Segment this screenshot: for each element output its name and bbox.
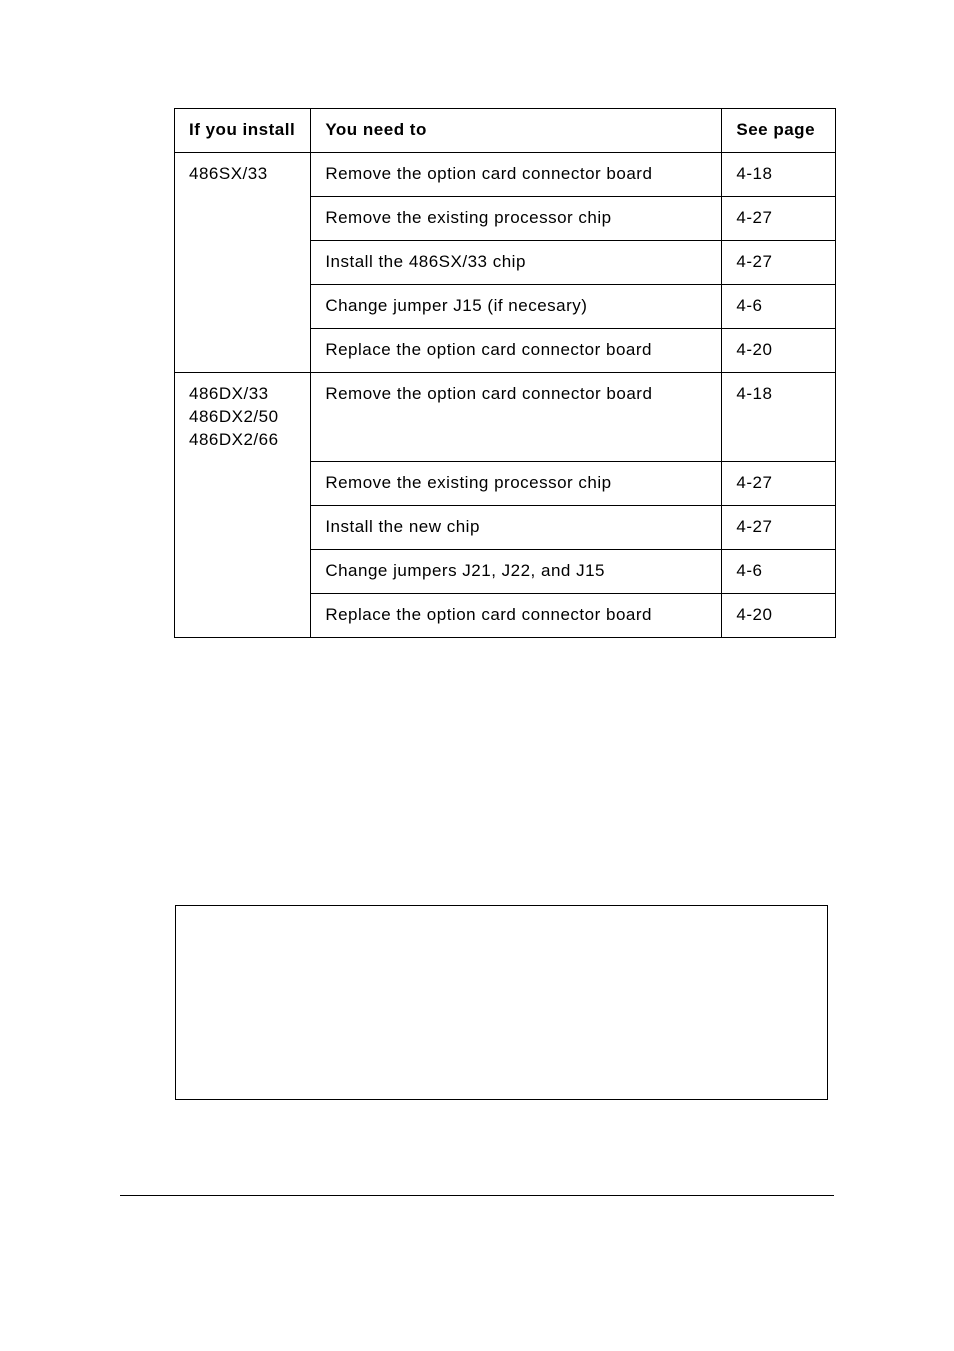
cell-action: Remove the existing processor chip bbox=[311, 461, 722, 505]
processor-upgrade-table: If you install You need to See page 486S… bbox=[174, 108, 836, 638]
cell-page: 4-27 bbox=[722, 505, 836, 549]
header-you-need-to: You need to bbox=[311, 109, 722, 153]
cell-action: Install the 486SX/33 chip bbox=[311, 240, 722, 284]
cell-action: Remove the option card connector board bbox=[311, 152, 722, 196]
cell-action: Remove the option card connector board bbox=[311, 372, 722, 461]
header-see-page: See page bbox=[722, 109, 836, 153]
header-if-you-install: If you install bbox=[175, 109, 311, 153]
cell-page: 4-6 bbox=[722, 549, 836, 593]
cell-page: 4-20 bbox=[722, 328, 836, 372]
table-header-row: If you install You need to See page bbox=[175, 109, 836, 153]
table-row: Replace the option card connector board … bbox=[175, 328, 836, 372]
cell-page: 4-6 bbox=[722, 284, 836, 328]
table-row: Remove the existing processor chip 4-27 bbox=[175, 461, 836, 505]
cell-page: 4-18 bbox=[722, 372, 836, 461]
document-page: If you install You need to See page 486S… bbox=[0, 0, 954, 1351]
table-row: Remove the existing processor chip 4-27 bbox=[175, 196, 836, 240]
cell-chip-486sx33: 486SX/33 bbox=[175, 152, 311, 196]
table-row: Install the new chip 4-27 bbox=[175, 505, 836, 549]
cell-chip-empty bbox=[175, 505, 311, 549]
cell-chip-empty bbox=[175, 240, 311, 284]
table-row: 486SX/33 Remove the option card connecto… bbox=[175, 152, 836, 196]
cell-action: Change jumper J15 (if necesary) bbox=[311, 284, 722, 328]
cell-chip-empty bbox=[175, 593, 311, 637]
table-row: Install the 486SX/33 chip 4-27 bbox=[175, 240, 836, 284]
cell-page: 4-18 bbox=[722, 152, 836, 196]
cell-chip-empty bbox=[175, 328, 311, 372]
table-row: Change jumper J15 (if necesary) 4-6 bbox=[175, 284, 836, 328]
cell-page: 4-27 bbox=[722, 240, 836, 284]
cell-action: Install the new chip bbox=[311, 505, 722, 549]
cell-chip-empty bbox=[175, 549, 311, 593]
cell-chip-empty bbox=[175, 284, 311, 328]
cell-chip-empty bbox=[175, 461, 311, 505]
cell-action: Replace the option card connector board bbox=[311, 593, 722, 637]
table-row: Change jumpers J21, J22, and J15 4-6 bbox=[175, 549, 836, 593]
cell-chip-empty bbox=[175, 196, 311, 240]
table-row: 486DX/33 486DX2/50 486DX2/66 Remove the … bbox=[175, 372, 836, 461]
cell-action: Remove the existing processor chip bbox=[311, 196, 722, 240]
cell-page: 4-27 bbox=[722, 196, 836, 240]
cell-chip-486dx: 486DX/33 486DX2/50 486DX2/66 bbox=[175, 372, 311, 461]
cell-action: Change jumpers J21, J22, and J15 bbox=[311, 549, 722, 593]
cell-page: 4-27 bbox=[722, 461, 836, 505]
footer-rule bbox=[120, 1195, 834, 1196]
table-row: Replace the option card connector board … bbox=[175, 593, 836, 637]
empty-box bbox=[175, 905, 828, 1100]
cell-action: Replace the option card connector board bbox=[311, 328, 722, 372]
cell-page: 4-20 bbox=[722, 593, 836, 637]
